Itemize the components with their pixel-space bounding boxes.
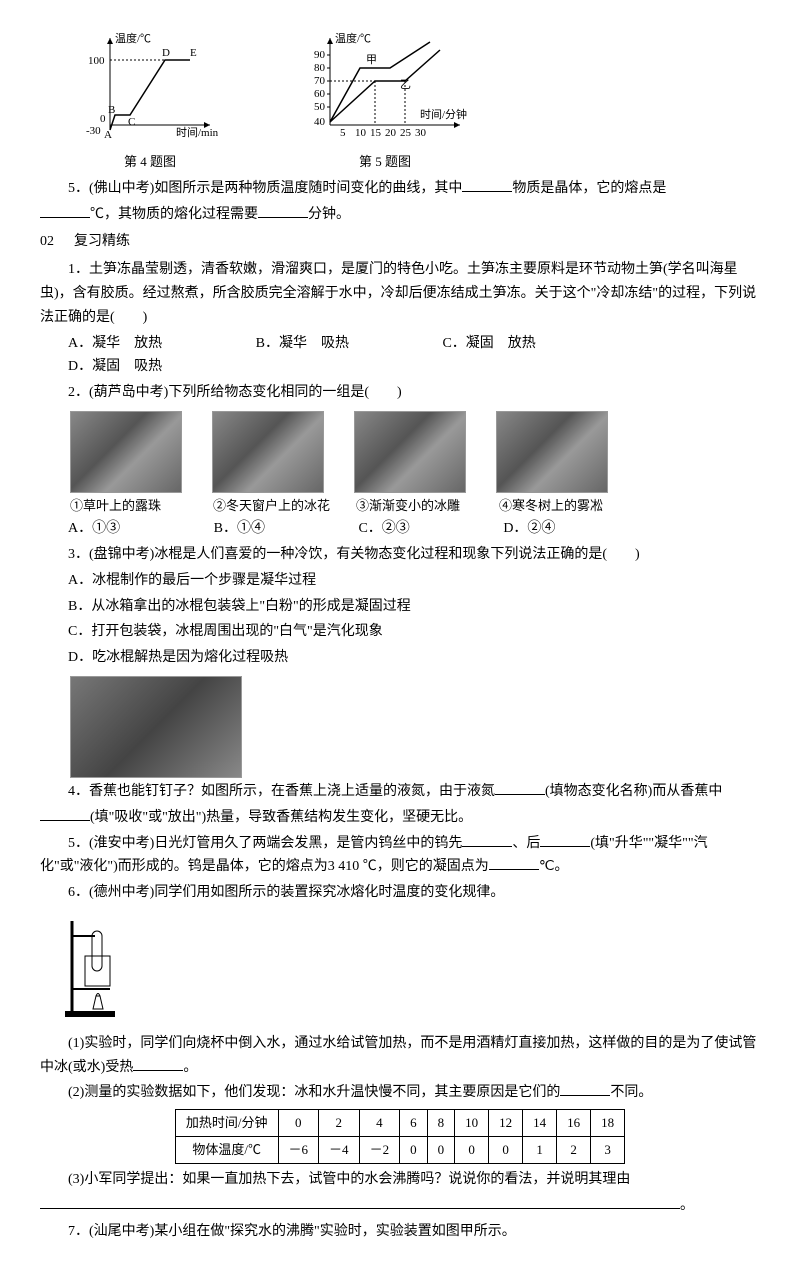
g4-xlabel: 时间/min [176,126,219,139]
q6-p3: (3)小军同学提出：如果一直加热下去，试管中的水会沸腾吗？说说你的看法，并说明其… [40,1168,760,1192]
q3-optD[interactable]: D．吃冰棍解热是因为熔化过程吸热 [40,646,760,670]
svg-text:时间/分钟: 时间/分钟 [420,107,467,121]
q2-optD[interactable]: D．②④ [503,517,555,541]
svg-text:D: D [162,47,170,59]
svg-text:0: 0 [100,113,106,125]
g4-ylabel: 温度/℃ [115,31,151,45]
q2-options: A．①③ B．①④ C．②③ D．②④ [68,517,760,541]
q1-optC[interactable]: C．凝固 放热 [442,332,535,356]
svg-text:90: 90 [314,49,326,61]
q2-text: 2．(葫芦岛中考)下列所给物态变化相同的一组是( ) [40,381,760,405]
section-title: 02复习精练 [40,230,760,254]
svg-text:-30: -30 [86,125,101,137]
svg-text:100: 100 [88,55,105,67]
q1-optB[interactable]: B．凝华 吸热 [256,332,349,356]
graph-4-caption: 第 4 题图 [80,151,220,173]
svg-text:甲: 甲 [366,54,377,66]
q2-img2 [212,411,324,493]
q2-images [70,411,760,493]
q4-text: 4．香蕉也能钉钉子？如图所示，在香蕉上浇上适量的液氮，由于液氮(填物态变化名称)… [40,780,760,804]
q3-text: 3．(盘锦中考)冰棍是人们喜爱的一种冷饮，有关物态变化过程和现象下列说法正确的是… [40,543,760,567]
svg-text:温度/℃: 温度/℃ [335,31,371,45]
svg-text:50: 50 [314,101,326,113]
graph-4: 温度/℃ 时间/min 100 0 -30 A B C D E 第 4 题图 [80,30,220,173]
svg-text:80: 80 [314,62,326,74]
svg-text:25: 25 [400,127,412,139]
svg-text:60: 60 [314,88,326,100]
q5top: 5．(佛山中考)如图所示是两种物质温度随时间变化的曲线，其中物质是晶体，它的熔点… [40,177,760,201]
svg-text:70: 70 [314,75,326,87]
q6-p1: (1)实验时，同学们向烧杯中倒入水，通过水给试管加热，而不是用酒精灯直接加热，这… [40,1032,760,1080]
q2-img3 [354,411,466,493]
q1-options: A．凝华 放热 B．凝华 吸热 C．凝固 放热 D．凝固 吸热 [68,332,760,380]
q7-text: 7．(汕尾中考)某小组在做"探究水的沸腾"实验时，实验装置如图甲所示。 [40,1220,760,1244]
svg-text:40: 40 [314,116,326,128]
svg-text:C: C [128,116,135,128]
q2-captions: ①草叶上的露珠 ②冬天窗户上的冰花 ③渐渐变小的冰雕 ④寒冬树上的雾凇 [70,495,760,517]
svg-text:A: A [104,129,112,140]
graph-4-svg: 温度/℃ 时间/min 100 0 -30 A B C D E [80,30,220,140]
q4-text-line2: (填"吸收"或"放出")热量，导致香蕉结构发生变化，坚硬无比。 [40,806,760,830]
svg-text:20: 20 [385,127,397,139]
graph-5: 温度/℃ 时间/分钟 90 80 70 60 50 40 5 10 15 20 … [300,30,470,173]
q6-p2: (2)测量的实验数据如下，他们发现：冰和水升温快慢不同，其主要原因是它们的不同。 [40,1081,760,1105]
q6-apparatus [60,911,760,1030]
svg-text:15: 15 [370,127,382,139]
table-row: 加热时间/分钟 024681012141618 [175,1110,624,1137]
q6-text: 6．(德州中考)同学们用如图所示的装置探究冰熔化时温度的变化规律。 [40,881,760,905]
q6-table: 加热时间/分钟 024681012141618 物体温度/℃ －6－4－2000… [175,1109,625,1164]
q2-img4 [496,411,608,493]
svg-text:10: 10 [355,127,367,139]
graph-5-svg: 温度/℃ 时间/分钟 90 80 70 60 50 40 5 10 15 20 … [300,30,470,140]
q2-img1 [70,411,182,493]
q3-optB[interactable]: B．从冰箱拿出的冰棍包装袋上"白粉"的形成是凝固过程 [40,595,760,619]
svg-text:30: 30 [415,127,427,139]
q1-optA[interactable]: A．凝华 放热 [68,332,162,356]
q5-text: 5．(淮安中考)日光灯管用久了两端会发黑，是管内钨丝中的钨先、后(填"升华""凝… [40,832,760,880]
q2-optA[interactable]: A．①③ [68,517,120,541]
q1-text: 1．土笋冻晶莹剔透，清香软嫩，滑溜爽口，是厦门的特色小吃。土笋冻主要原料是环节动… [40,258,760,329]
table-row: 物体温度/℃ －6－4－20000123 [175,1137,624,1164]
graphs-row: 温度/℃ 时间/min 100 0 -30 A B C D E 第 4 题图 温… [80,30,760,173]
q3-optC[interactable]: C．打开包装袋，冰棍周围出现的"白气"是汽化现象 [40,620,760,644]
graph-5-caption: 第 5 题图 [300,151,470,173]
q1-optD[interactable]: D．凝固 吸热 [68,355,162,379]
q5top-line2: ℃，其物质的熔化过程需要分钟。 [40,203,760,227]
svg-text:5: 5 [340,127,346,139]
q2-optC[interactable]: C．②③ [358,517,409,541]
q2-optB[interactable]: B．①④ [214,517,265,541]
svg-text:E: E [190,47,197,59]
q6-p3-blank: 。 [40,1194,760,1218]
q3-optA[interactable]: A．冰棍制作的最后一个步骤是凝华过程 [40,569,760,593]
q4-image [70,676,242,778]
svg-text:B: B [108,104,115,116]
